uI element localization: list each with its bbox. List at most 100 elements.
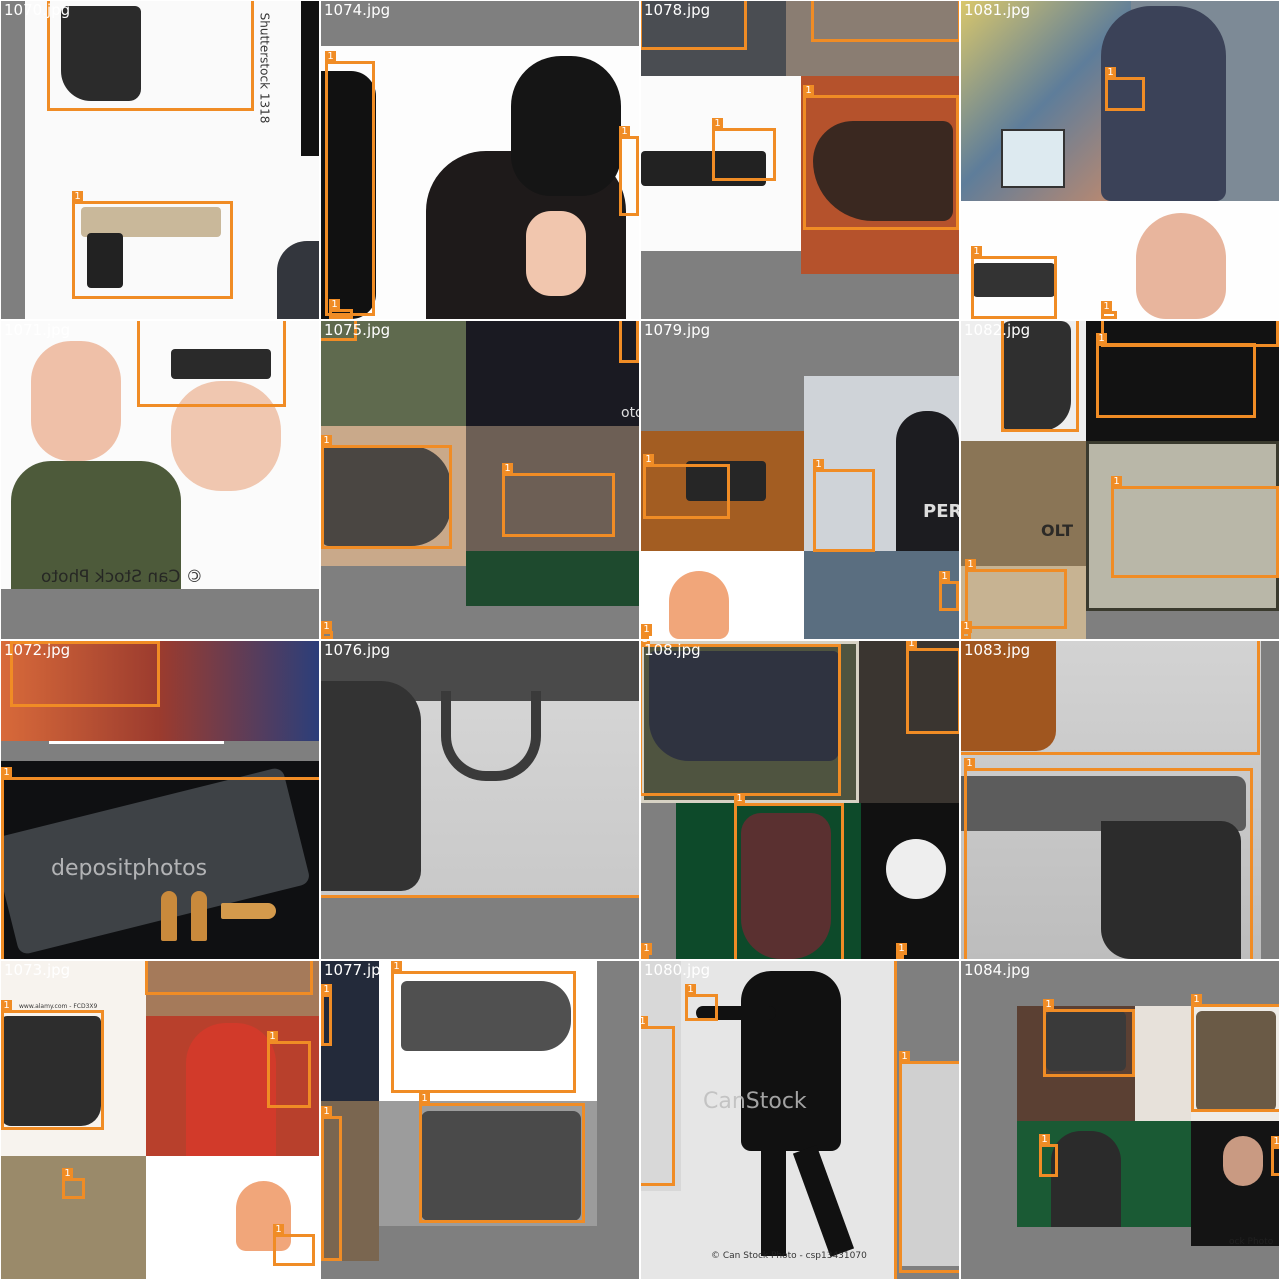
class-tag: 1 [896,943,907,955]
bullet-shape [221,903,276,919]
divider-line [49,741,224,744]
pistol-shape [1,1016,101,1126]
detection-box: 1 [641,641,841,796]
arm-shape [171,381,281,491]
detection-box: 1 [685,984,718,1021]
tile-filename-label: 1082.jpg [964,321,1031,339]
photo-region [901,1061,959,1266]
cartoon-head-shape [669,571,729,639]
mosaic-tile-1079[interactable]: PERS DEF 1 1 1 1 1079.jpg [641,321,959,639]
detection-box: 1 [502,463,615,537]
mosaic-tile-1080[interactable]: CanStock © Can Stock Photo - csp13431070… [641,961,959,1279]
tile-filename-label: 1083.jpg [964,641,1031,659]
mosaic-tile-1082[interactable]: OLT 1 1 1 1 1 1 1082.jpg [961,321,1279,639]
class-tag: 1 [939,571,950,583]
tile-filename-label: 1080.jpg [644,961,711,979]
pistol-shape [421,1111,581,1221]
photo-region [961,201,1279,319]
photo-region [786,1,959,76]
class-tag: 1 [899,1051,910,1063]
watermark-text: Shutterstock 1318 [257,12,272,124]
photo-region [321,1101,379,1261]
detection-box: 1 [321,984,332,1046]
tile-filename-label: 1084.jpg [964,961,1031,979]
mosaic-tile-1070[interactable]: Shutterstock 1318 1 1 1070.jpg [1,1,319,319]
counter-shape [466,551,639,606]
detection-box: 1 [72,191,233,299]
class-tag: 1 [1101,301,1112,313]
mosaic-tile-1076[interactable]: 1 1076.jpg [321,641,639,959]
detection-box: 1 [419,1093,585,1223]
class-tag: 1 [619,126,630,138]
mosaic-tile-1081[interactable]: 1 1 1 1081.jpg [961,1,1279,319]
mosaic-tile-1078[interactable]: 1 1 1 1 1078.jpg [641,1,959,319]
tile-filename-label: 1070.jpg [4,1,71,19]
class-tag: 1 [391,961,402,973]
pistol-shape [171,349,271,379]
pistol-shape [649,651,839,761]
class-tag: 1 [803,85,814,97]
class-tag: 1 [1043,999,1054,1011]
detection-box: 1 [619,126,639,216]
class-tag: 1 [1111,476,1122,488]
mosaic-tile-1084[interactable]: ock Photo 1 1 1 1 1084.jpg [961,961,1279,1279]
photo-region [1,1156,146,1279]
pistol-grip-shape [87,233,123,288]
class-tag: 1 [641,624,652,636]
class-tag: 1 [965,559,976,571]
hooded-person-shape [1101,6,1226,201]
watermark-text: ock Photo [1229,1237,1274,1247]
detection-box: 1 [321,641,639,898]
detection-box: 1 [894,961,959,1279]
mosaic-tile-1073[interactable]: www.alamy.com - FCD3X9 1 1 1 1 1 1073.jp… [1,961,319,1279]
tile-filename-label: 1073.jpg [4,961,71,979]
detection-box: 1 [906,641,959,734]
pistol-shape [813,121,953,221]
detection-box: 1 [961,641,1260,755]
class-tag: 1 [502,463,513,475]
mosaic-tile-1083[interactable]: 1 1 1083.jpg [961,641,1279,959]
detection-box: 1 [321,621,333,639]
hand-shape [526,211,586,296]
class-tag: 1 [419,1093,430,1105]
photo-region [1086,321,1279,441]
pistol-shape [1046,1011,1126,1071]
detection-box: 1 [10,641,160,707]
class-tag: 1 [961,621,972,633]
balaclava-head-shape [511,56,621,196]
detection-box: 1 [641,943,652,959]
detection-box: 1 [803,85,959,230]
mosaic-tile-1074[interactable]: 1 1 1 1074.jpg [321,1,639,319]
watermark-text: CanStock [703,1089,807,1114]
class-tag: 1 [325,51,336,63]
pistol-grip-shape [61,6,141,101]
mosaic-tile-108[interactable]: 1 1 1 1 1 108.jpg [641,641,959,959]
photo-region [1,641,319,741]
mosaic-tile-1072[interactable]: depositphotos 1 1 1072.jpg [1,641,319,959]
detection-box: 1 [965,559,1067,629]
class-tag: 1 [321,984,332,996]
photo-region [641,1,786,76]
face-shape [31,341,121,461]
detection-box: 1 [47,1,254,111]
detection-box: 1 [321,435,452,549]
class-tag: 1 [734,793,745,805]
side-strip [301,1,319,156]
mosaic-tile-1077[interactable]: 1 1 1 1 1077.jpg [321,961,639,1279]
mosaic-tile-1071[interactable]: © Can Stock Photo 1 1071.jpg [1,321,319,639]
detection-box: 1 [964,758,1253,959]
photo-region [961,441,1086,566]
watermark-text: OLT [1041,521,1074,540]
detection-box: 1 [391,961,576,1093]
photo-region [859,641,959,803]
detection-box: 1 [1039,1134,1058,1177]
detection-box: 1 [899,1051,959,1273]
class-tag: 1 [813,459,824,471]
class-tag: 1 [321,435,332,447]
register-screen-shape [1001,129,1065,188]
tile-filename-label: 1075.jpg [324,321,391,339]
detection-box: 1 [896,943,907,959]
mosaic-tile-1075[interactable]: oto 1 1 1 1 1 1075.jpg [321,321,639,639]
tile-filename-label: 1071.jpg [4,321,71,339]
class-tag: 1 [62,1168,73,1180]
